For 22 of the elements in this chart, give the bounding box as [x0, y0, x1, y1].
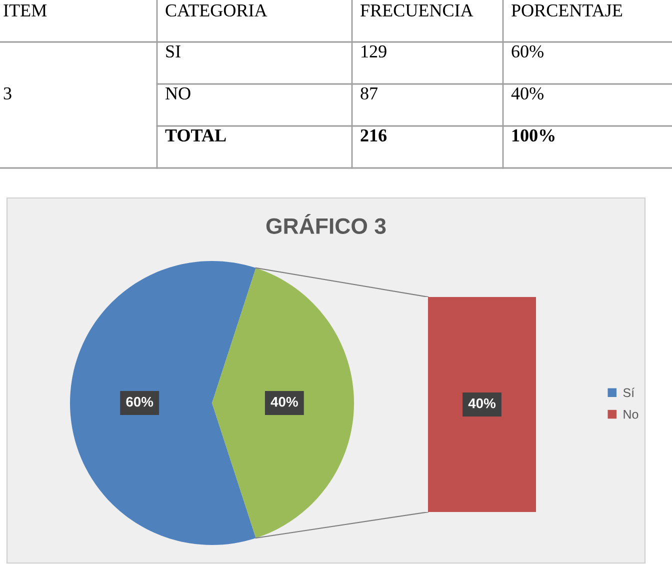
text: 100%: [512, 129, 554, 142]
text: 3: [4, 87, 12, 100]
text: 40%: [511, 87, 544, 100]
text: TOTAL: [165, 129, 226, 142]
data-label: 40%: [270, 396, 298, 407]
text: 87: [360, 87, 378, 100]
text: NO: [166, 87, 190, 100]
chart-title: GRÁFICO 3: [266, 214, 386, 234]
pie-slice: [212, 268, 354, 538]
pie-slice: [70, 261, 256, 545]
legend-label: Sí: [623, 388, 634, 398]
category-label: ITEM: [4, 4, 47, 16]
category-label: PORCENTAJE: [512, 4, 622, 17]
text: 129: [362, 45, 386, 58]
category-label: FRECUENCIA: [360, 4, 474, 17]
text: SI: [166, 45, 180, 58]
data-label: 40%: [468, 398, 496, 408]
legend-label: No: [624, 410, 638, 419]
text: 216: [360, 129, 387, 142]
category-label: CATEGORIA: [166, 4, 268, 17]
data-label: 60%: [126, 396, 154, 407]
text: 60%: [512, 45, 544, 58]
